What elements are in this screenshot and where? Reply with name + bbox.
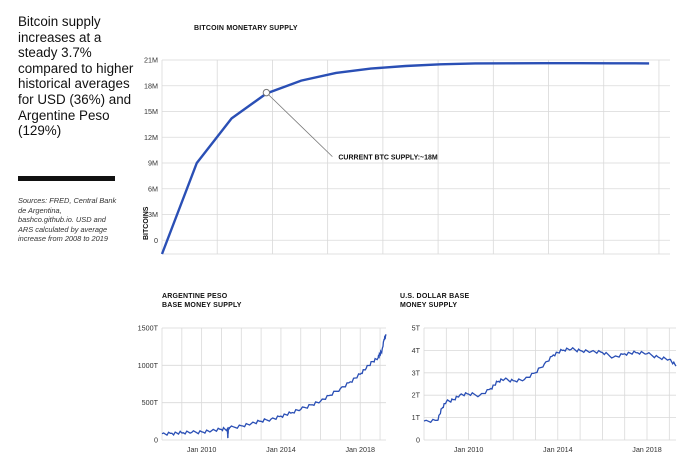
y-tick-label: 5T	[412, 324, 421, 333]
series-line	[160, 62, 650, 255]
x-tick-label: Jan 2014	[543, 445, 573, 454]
y-tick-label: 1T	[412, 413, 421, 422]
y-axis-label: BITCOINS	[143, 206, 150, 240]
y-tick-label: 0	[416, 436, 420, 445]
y-tick-label: 12M	[144, 133, 158, 142]
y-tick-label: 1000T	[138, 361, 159, 370]
y-tick-label: 21M	[144, 56, 158, 65]
chart-title-line-1: ARGENTINE PESO BASE MONEY SUPPLY	[162, 293, 242, 309]
y-tick-label: 0	[154, 436, 158, 445]
x-tick-label: Jan 2010	[454, 445, 484, 454]
series-line	[423, 346, 677, 424]
x-tick-label: Jan 2018	[632, 445, 662, 454]
annotation-label: CURRENT BTC SUPPLY:~18M	[338, 155, 438, 162]
y-tick-label: 500T	[142, 398, 159, 407]
x-tick-label: Jan 2018	[345, 445, 375, 454]
y-tick-label: 3M	[148, 210, 158, 219]
chart-title-part-2: BASE MONEY SUPPLY	[162, 302, 242, 309]
chart-title-part-1: U.S. DOLLAR BASE	[400, 293, 469, 300]
annotation-marker	[262, 88, 271, 97]
divider-rule	[18, 176, 115, 181]
x-tick-label: Jan 2010	[187, 445, 217, 454]
y-tick-label: 1500T	[138, 324, 159, 333]
y-tick-label: 2T	[412, 391, 421, 400]
chart-title: BITCOIN MONETARY SUPPLY	[194, 25, 298, 32]
y-tick-label: 3T	[412, 368, 421, 377]
y-tick-label: 6M	[148, 184, 158, 193]
annotation-leader	[266, 92, 333, 157]
y-tick-label: 9M	[148, 159, 158, 168]
headline: Bitcoin supply increases at a steady 3.7…	[18, 14, 134, 139]
x-tick-label: Jan 2014	[266, 445, 296, 454]
argentine-peso-chart: ARGENTINE PESO BASE MONEY SUPPLY 0 500T 10…	[138, 293, 387, 454]
series-line	[161, 334, 387, 439]
bitcoin-supply-chart: BITCOIN MONETARY SUPPLY BITCOINS 0 3M 6M 9M…	[143, 25, 670, 255]
y-tick-label: 4T	[412, 346, 421, 355]
chart-title-part-2: MONEY SUPPLY	[400, 302, 457, 309]
y-tick-label: 15M	[144, 107, 158, 116]
sources-note: Sources: FRED, Central Bank de Argentina…	[18, 196, 117, 244]
chart-title-line-1: U.S. DOLLAR BASE MONEY SUPPLY	[400, 293, 471, 309]
us-dollar-chart: U.S. DOLLAR BASE MONEY SUPPLY 0 1T 2T 3T 4T 5…	[400, 293, 677, 454]
y-tick-label: 18M	[144, 81, 158, 90]
chart-title-part-1: ARGENTINE PESO	[162, 293, 228, 300]
y-tick-label: 0	[154, 236, 158, 245]
